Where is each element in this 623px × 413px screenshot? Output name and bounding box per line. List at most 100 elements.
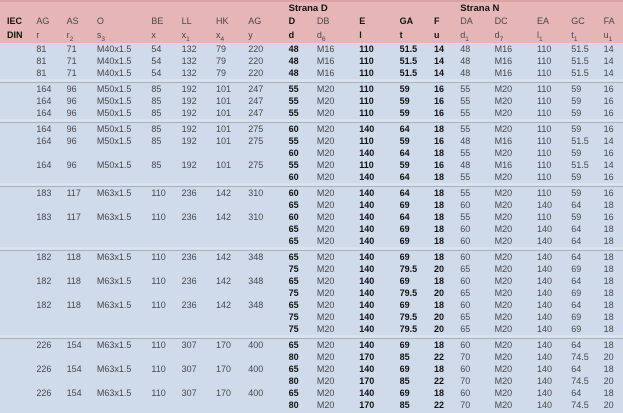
separator-cell: [0, 247, 623, 251]
cell: [246, 323, 287, 335]
cell: [94, 323, 150, 335]
cell: M40x1.5: [94, 55, 150, 67]
col-subheader-iec-din: DIN: [0, 28, 35, 43]
cell: [34, 199, 65, 211]
table-row: 75 M20 140 79.5 20 65 M20 140 69 18: [0, 263, 623, 275]
cell: M20: [314, 135, 358, 147]
cell-iec-din: [0, 43, 35, 55]
col-subheader-dc-d7: d7: [492, 28, 535, 43]
table-row: 182 118 M63x1.5 110 236 142 348 65 M20 140 69 18 60 M…: [0, 251, 623, 263]
cell: 60: [286, 211, 315, 223]
col-subheader-ll-x1: x1: [179, 28, 214, 43]
cell: M20: [314, 187, 358, 199]
table-row: 80 M20 170 85 22 70 M20 140 74.5 20: [0, 399, 623, 411]
cell: 59: [569, 83, 602, 95]
cell: 18: [601, 275, 623, 287]
cell: 59: [569, 187, 602, 199]
cell: 80: [286, 399, 315, 411]
cell: 69: [569, 263, 602, 275]
col-header-ga-t: GA: [397, 15, 432, 28]
table-row: 65 M20 140 69 18 60 M20 140 64 18: [0, 235, 623, 247]
cell-iec-din: [0, 187, 35, 199]
table-row: 183 117 M63x1.5 110 236 142 310 60 M20 140 64 18 55 M…: [0, 187, 623, 199]
cell: 16: [431, 135, 459, 147]
cell: M20: [492, 107, 535, 119]
cell: 55: [458, 83, 493, 95]
header-group-spacer: [0, 0, 287, 15]
cell: 20: [431, 263, 459, 275]
table-row: 75 M20 140 79.5 20 65 M20 140 69 18: [0, 323, 623, 335]
cell: 65: [286, 299, 315, 311]
cell: 140: [357, 299, 398, 311]
cell: 69: [569, 311, 602, 323]
cell: M20: [492, 123, 535, 135]
cell: [213, 375, 247, 387]
cell: 192: [179, 135, 214, 147]
cell: [34, 375, 65, 387]
table-row: 65 M20 140 69 18 60 M20 140 64 18: [0, 223, 623, 235]
cell: [213, 147, 247, 159]
cell: 140: [357, 199, 398, 211]
cell: 65: [458, 311, 493, 323]
table-row: 164 96 M50x1.5 85 192 101 247 55 M20 110 59 16 55 M20…: [0, 83, 623, 95]
cell: 51.5: [397, 67, 432, 79]
cell: 80: [286, 351, 315, 363]
table-row: 226 154 M63x1.5 110 307 170 400 65 M20 140 69 18 60 M…: [0, 363, 623, 375]
cell: 48: [458, 135, 493, 147]
cell: 64: [397, 123, 432, 135]
cell: 140: [357, 287, 398, 299]
cell: 85: [149, 95, 180, 107]
cell: 140: [357, 311, 398, 323]
cell: 110: [534, 171, 570, 183]
cell: 18: [431, 299, 459, 311]
col-subheader-d-d: d: [286, 28, 315, 43]
cell: M20: [492, 223, 535, 235]
cell: M20: [314, 339, 358, 351]
cell: 101: [213, 159, 247, 171]
cell: M20: [314, 223, 358, 235]
cell: 110: [534, 187, 570, 199]
cell: 18: [431, 147, 459, 159]
cell: [34, 399, 65, 411]
cell: 236: [179, 251, 214, 263]
cell: 85: [397, 375, 432, 387]
cell: [213, 199, 247, 211]
cell: 65: [458, 323, 493, 335]
col-header-ll-x1: LL: [179, 15, 214, 28]
cell-iec-din: [0, 387, 35, 399]
cell: M20: [314, 287, 358, 299]
cell: 110: [149, 187, 180, 199]
cell: 69: [569, 323, 602, 335]
cell: 18: [601, 235, 623, 247]
cell: 110: [357, 83, 398, 95]
cell: 79: [213, 43, 247, 55]
cell: [246, 223, 287, 235]
cell: 18: [601, 251, 623, 263]
cell: [64, 351, 95, 363]
cell-iec-din: [0, 263, 35, 275]
cell: 140: [357, 387, 398, 399]
cell: 110: [357, 43, 398, 55]
col-subheader-gc-t1: t1: [569, 28, 602, 43]
cell: 22: [431, 351, 459, 363]
cell: 236: [179, 211, 214, 223]
cell: 247: [246, 95, 287, 107]
cell: 154: [64, 387, 95, 399]
cell: 183: [34, 187, 65, 199]
cell: [149, 223, 180, 235]
cell: 59: [569, 95, 602, 107]
table-row: 75 M20 140 79.5 20 65 M20 140 69 18: [0, 287, 623, 299]
cell: 110: [534, 67, 570, 79]
cell: [246, 235, 287, 247]
table-row: 81 71 M40x1.5 54 132 79 220 48 M16 110 51.5 14 48 M16…: [0, 67, 623, 79]
cell: [94, 263, 150, 275]
cell: M20: [314, 147, 358, 159]
cell: 69: [397, 235, 432, 247]
cell: [149, 263, 180, 275]
cell: 96: [64, 123, 95, 135]
cell: M20: [492, 287, 535, 299]
separator-row: [0, 247, 623, 251]
cell-iec-din: [0, 375, 35, 387]
cell: 74.5: [569, 399, 602, 411]
cell: 132: [179, 67, 214, 79]
